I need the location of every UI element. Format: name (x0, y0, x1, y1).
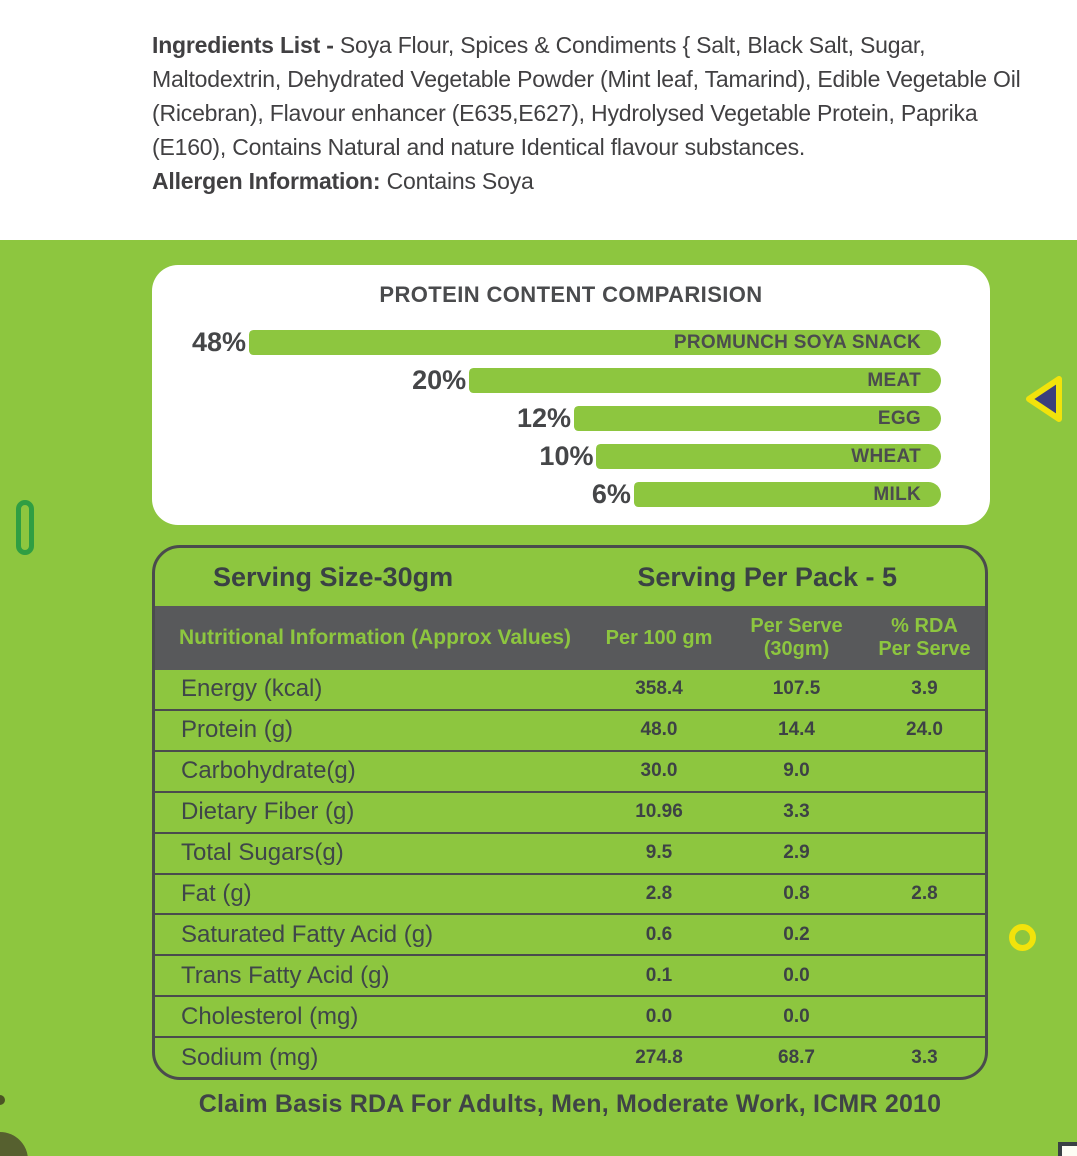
value-rda-per-serve: 24.0 (906, 719, 943, 741)
value-per-serve: 0.8 (783, 882, 810, 904)
value-rda-per-serve: 3.9 (911, 678, 938, 700)
column-header-nutritional-info: Nutritional Information (Approx Values) (179, 626, 572, 649)
value-per-serve: 14.4 (778, 719, 815, 741)
chart-bar: MILK (633, 482, 941, 507)
value-per-100gm: 9.5 (645, 842, 673, 864)
claim-basis-text: Claim Basis RDA For Adults, Men, Moderat… (198, 1090, 942, 1118)
bar-value-label: 6% (591, 479, 631, 509)
value-per-serve: 68.7 (778, 1046, 815, 1068)
value-per-100gm: 0.6 (645, 923, 673, 945)
value-per-serve: 0.0 (783, 1005, 810, 1027)
value-per-100gm: 0.1 (645, 964, 673, 986)
serving-per-pack-label: Serving Per Pack - 5 (637, 561, 897, 592)
nutrition-row: Trans Fatty Acid (g) 0.1 0.0 (155, 954, 985, 995)
value-per-serve: 107.5 (772, 678, 821, 700)
value-per-100gm: 2.8 (645, 882, 673, 904)
bar-category-label: MEAT (867, 369, 921, 391)
nutrition-row: Carbohydrate(g) 30.0 9.0 (155, 749, 985, 791)
column-header-per-100gm: Per 100 gm (605, 626, 713, 649)
nutrient-name: Sodium (mg) (181, 1043, 319, 1071)
bar-value-label: 10% (539, 441, 594, 471)
chart-bar: WHEAT (596, 444, 941, 469)
bar-value-label: 48% (192, 327, 247, 357)
chart-bar-row: 12% EGG (192, 403, 941, 433)
chart-bar: EGG (574, 406, 941, 431)
chart-bar-row: 6% MILK (192, 479, 941, 509)
chart-bar-row: 48% PROMUNCH SOYA SNACK (192, 327, 941, 357)
nutrition-row: Energy (kcal) 358.4 107.5 3.9 (155, 670, 985, 709)
allergen-label: Allergen Information: (152, 168, 381, 194)
nutrition-card: Serving Size-30gm Serving Per Pack - 5 N… (152, 545, 988, 1080)
column-header-rda: % RDA Per Serve (878, 615, 971, 660)
nutrition-row: Protein (g) 48.0 14.4 24.0 (155, 708, 985, 750)
yellow-ring-mark (1009, 924, 1036, 951)
value-per-serve: 0.0 (783, 964, 810, 986)
ingredients-block: Ingredients List - Soya Flour, Spices & … (152, 28, 1054, 198)
value-per-serve: 9.0 (783, 760, 810, 782)
registration-rect-mark (16, 500, 34, 555)
chart-bar-row: 20% MEAT (192, 365, 941, 395)
nutrition-header-row: Nutritional Information (Approx Values) … (155, 606, 985, 670)
value-per-100gm: 274.8 (635, 1046, 683, 1068)
nutrition-row: Saturated Fatty Acid (g) 0.6 0.2 (155, 913, 985, 954)
nutrient-name: Cholesterol (mg) (181, 1002, 359, 1030)
chart-title: PROTEIN CONTENT COMPARISION (379, 282, 763, 307)
chart-bar: MEAT (469, 368, 941, 393)
value-per-serve: 0.2 (783, 923, 810, 945)
triangle-arrow-icon (1026, 376, 1062, 422)
nutrient-name: Energy (kcal) (181, 675, 323, 703)
nutrient-name: Trans Fatty Acid (g) (181, 961, 390, 989)
value-per-serve: 3.3 (783, 801, 810, 823)
bar-category-label: PROMUNCH SOYA SNACK (673, 331, 921, 353)
value-rda-per-serve: 2.8 (911, 882, 938, 904)
nutrition-row: Cholesterol (mg) 0.0 0.0 (155, 995, 985, 1036)
value-per-100gm: 48.0 (640, 719, 678, 741)
bar-category-label: WHEAT (851, 445, 921, 467)
value-per-100gm: 10.96 (635, 801, 683, 823)
nutrition-row: Fat (g) 2.8 0.8 2.8 (155, 872, 985, 914)
nutrient-name: Fat (g) (181, 879, 252, 907)
bar-value-label: 20% (412, 365, 467, 395)
bar-value-label: 12% (516, 403, 571, 433)
value-per-100gm: 358.4 (635, 678, 683, 700)
nutrition-rows: Energy (kcal) 358.4 107.5 3.9 Protein (g) 48.… (155, 670, 985, 1077)
value-per-100gm: 30.0 (640, 760, 678, 782)
nutrient-name: Saturated Fatty Acid (g) (181, 920, 434, 948)
value-per-serve: 2.9 (783, 842, 810, 864)
serving-row: Serving Size-30gm Serving Per Pack - 5 (155, 548, 985, 606)
nutrient-name: Total Sugars(g) (181, 839, 344, 867)
ingredients-label: Ingredients List - (152, 32, 340, 58)
chart-bar: PROMUNCH SOYA SNACK (249, 330, 941, 355)
value-rda-per-serve: 3.3 (911, 1046, 938, 1068)
nutrient-name: Dietary Fiber (g) (181, 798, 355, 826)
corner-square-mark (1058, 1142, 1077, 1156)
serving-size-label: Serving Size-30gm (213, 561, 454, 592)
bar-category-label: MILK (873, 483, 921, 505)
nutrition-row: Dietary Fiber (g) 10.96 3.3 (155, 790, 985, 832)
nutrient-name: Protein (g) (181, 716, 294, 744)
nutrition-row: Sodium (mg) 274.8 68.7 3.3 (155, 1036, 985, 1077)
value-per-100gm: 0.0 (645, 1005, 673, 1027)
ingredients-text: Soya Flour, Spices & Condiments { Salt, … (152, 32, 1021, 160)
allergen-text: Contains Soya (380, 168, 534, 194)
column-header-per-serve: Per Serve (30gm) (750, 615, 843, 660)
chart-bars: 48% PROMUNCH SOYA SNACK 20% MEAT 12% EGG 10% WH… (192, 327, 941, 509)
nutrition-row: Total Sugars(g) 9.5 2.9 (155, 831, 985, 873)
edge-dot-mark (0, 1095, 5, 1105)
nutrient-name: Carbohydrate(g) (181, 757, 356, 785)
chart-bar-row: 10% WHEAT (192, 441, 941, 471)
protein-chart-card: PROTEIN CONTENT COMPARISION 48% PROMUNCH … (152, 265, 990, 525)
bar-category-label: EGG (877, 407, 921, 429)
